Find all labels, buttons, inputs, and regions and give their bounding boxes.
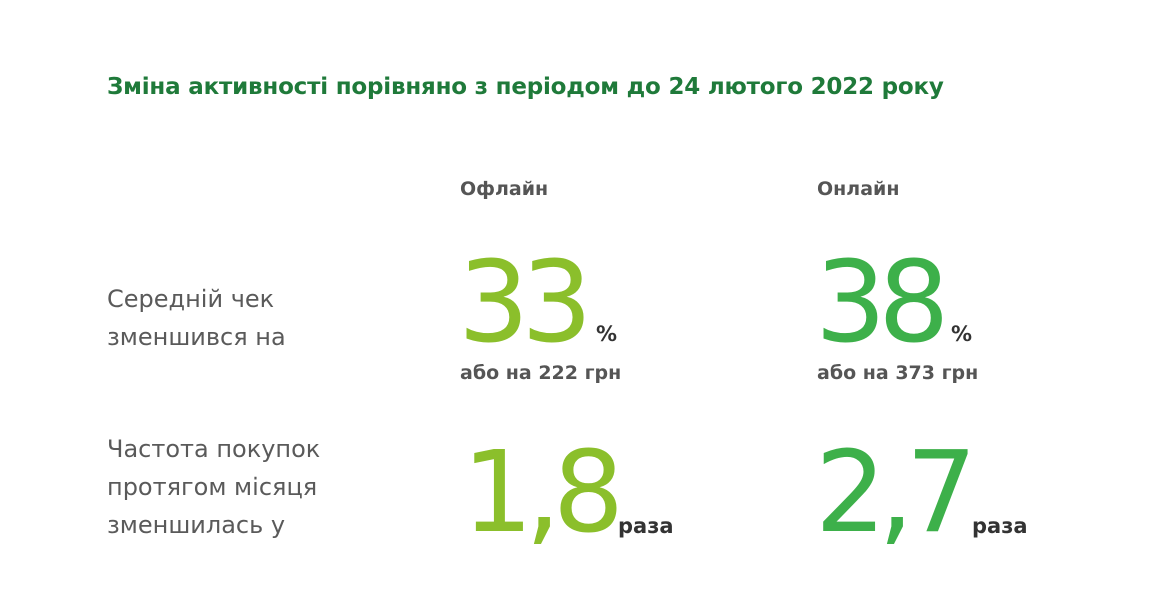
online-frequency-unit: раза [972,514,1028,538]
online-average-check-value: 38 [815,238,949,368]
column-header-online: Онлайн [817,178,900,200]
row-label-average-check: Середній чек зменшився на [107,280,286,356]
row-label-line: протягом місяця [107,473,318,501]
offline-average-check-unit: % [596,322,618,346]
offline-frequency-unit: раза [618,514,674,538]
column-header-offline: Офлайн [460,178,549,200]
page-title: Зміна активності порівняно з періодом до… [107,74,944,100]
offline-frequency-value: 1,8 [462,428,624,558]
offline-average-check-note: або на 222 грн [460,362,622,384]
row-label-line: Частота покупок [107,435,321,463]
offline-average-check-value: 33 [458,238,592,368]
online-average-check-unit: % [951,322,973,346]
row-label-line: Середній чек [107,285,275,313]
row-label-line: зменшилась у [107,511,286,539]
row-label-line: зменшився на [107,323,286,351]
row-label-purchase-frequency: Частота покупок протягом місяця зменшила… [107,430,320,544]
online-average-check-note: або на 373 грн [817,362,979,384]
online-frequency-value: 2,7 [815,428,977,558]
